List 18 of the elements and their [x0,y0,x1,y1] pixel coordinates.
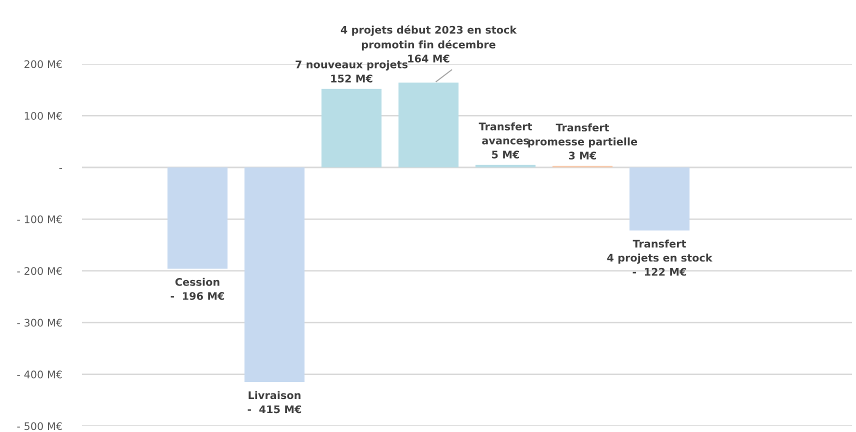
bar [475,164,536,168]
y-tick-label: - 400 M€ [17,370,62,378]
data-label: Cession - 196 M€ [170,278,224,300]
y-tick-label: 100 M€ [24,112,62,120]
data-label: 7 nouveaux projets 152 M€ [296,60,408,82]
bar [244,167,305,382]
y-tick-label: - 200 M€ [17,267,62,275]
bar [629,167,690,231]
bar [167,167,228,269]
bar [398,82,459,168]
y-tick-label: - [59,168,62,169]
data-label: Livraison - 415 M€ [248,391,302,414]
y-tick-label: - 100 M€ [17,215,62,224]
y-tick-label: 200 M€ [24,60,62,68]
bar [321,88,382,168]
data-label: Transfert 4 projets en stock - 122 M€ [607,240,713,276]
y-tick-label: - 300 M€ [17,318,62,327]
y-tick-label: - 500 M€ [17,422,62,430]
